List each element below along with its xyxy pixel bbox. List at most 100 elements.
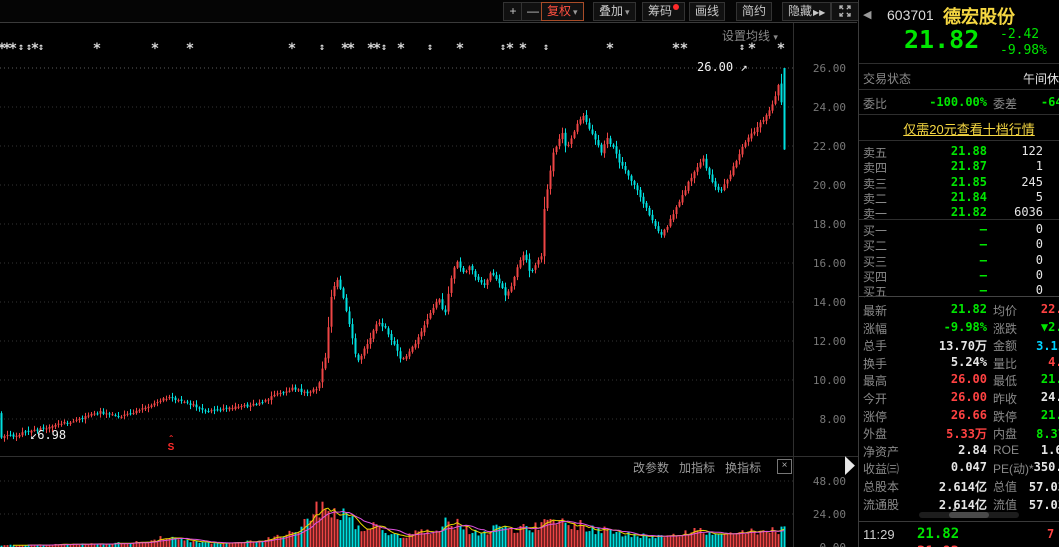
bid-price: — bbox=[979, 252, 987, 267]
svg-text:*: * bbox=[748, 41, 756, 57]
stock-code: 603701 bbox=[887, 7, 934, 23]
stat-value: 3.11亿 bbox=[1036, 339, 1059, 354]
svg-text:*: * bbox=[0, 41, 6, 57]
chevron-down-icon: ▾ bbox=[625, 7, 630, 17]
scrollbar-handle[interactable] bbox=[949, 512, 989, 518]
candlestick-chart[interactable]: ***↕↕*↕****↕****↕*↕*↕**↕***↕** bbox=[0, 33, 794, 457]
bid-volume: 0 bbox=[1035, 237, 1043, 252]
zoom-in-button[interactable]: + bbox=[503, 2, 523, 21]
weicha-value: -6409 bbox=[1040, 95, 1059, 109]
stat-label: 收益㈢ bbox=[863, 462, 900, 477]
stat-label: 净资产 bbox=[863, 444, 900, 459]
price-axis-label: 18.00 bbox=[812, 218, 846, 231]
svg-text:↕: ↕ bbox=[500, 42, 506, 53]
minus-icon: — bbox=[527, 4, 539, 18]
svg-text:↕: ↕ bbox=[38, 42, 44, 53]
stat-value: 21.82 bbox=[1040, 407, 1059, 422]
close-icon: × bbox=[781, 460, 788, 471]
chip-distribution-button[interactable]: 筹码 bbox=[642, 2, 686, 21]
panel-scrollbar[interactable] bbox=[919, 512, 1019, 518]
svg-text:*: * bbox=[680, 41, 688, 57]
svg-text:*: * bbox=[373, 41, 381, 57]
adjust-price-button[interactable]: 复权 ▾ bbox=[541, 2, 584, 21]
ask-row-label: 卖二 bbox=[863, 191, 888, 206]
stat-label: 今开 bbox=[863, 392, 888, 406]
price-change-pct: -9.98% bbox=[1000, 43, 1047, 58]
bid-row-label: 买五 bbox=[863, 285, 888, 300]
change-params-button[interactable]: 改参数 bbox=[633, 461, 670, 475]
right-arrow-icon: ▶ bbox=[845, 449, 855, 478]
volume-chart[interactable] bbox=[0, 457, 794, 547]
bid-volume: 0 bbox=[1035, 267, 1043, 282]
weicha-label: 委差 bbox=[993, 97, 1018, 111]
arrow-ne-icon: ↗ bbox=[740, 60, 748, 74]
stat-label: 最高 bbox=[863, 374, 888, 389]
trade-status-label: 交易状态 bbox=[863, 72, 912, 86]
stat-value: 26.00 bbox=[950, 390, 987, 404]
ask-price: 21.87 bbox=[950, 159, 987, 174]
stat-label: 外盘 bbox=[863, 427, 888, 442]
stat-label: 昨收 bbox=[993, 392, 1018, 406]
price-axis-label: 26.00 bbox=[812, 62, 846, 75]
ask-row-label: 卖一 bbox=[863, 207, 888, 222]
svg-text:*: * bbox=[186, 41, 194, 57]
pane-divider[interactable] bbox=[0, 456, 858, 457]
bid-price: — bbox=[979, 237, 987, 252]
ask-price: 21.84 bbox=[950, 189, 987, 204]
hide-button[interactable]: 隐藏▶▶ bbox=[782, 2, 832, 21]
last-price: 21.82 bbox=[904, 25, 980, 54]
add-indicator-button[interactable]: 加指标 bbox=[679, 461, 716, 475]
switch-indicator-button[interactable]: 换指标 bbox=[725, 461, 762, 475]
stat-label: 最新 bbox=[863, 304, 888, 318]
collapse-panel-arrow[interactable]: ▶ bbox=[845, 449, 855, 479]
bid-row-label: 买一 bbox=[863, 224, 888, 238]
ask-row-label: 卖四 bbox=[863, 161, 888, 176]
bid-price: — bbox=[979, 267, 987, 282]
stat-label: ROE bbox=[993, 442, 1020, 457]
stat-value: 26.00 bbox=[950, 372, 987, 387]
high-price-annotation: 26.00 ↗ bbox=[697, 60, 748, 74]
stat-value: 2.614亿 bbox=[938, 480, 987, 494]
back-icon[interactable]: ◀ bbox=[863, 9, 872, 21]
stat-value: 57.03亿 bbox=[1028, 480, 1059, 494]
weibi-label: 委比 bbox=[863, 97, 888, 111]
scroll-up-icon[interactable]: ▲ bbox=[951, 506, 958, 513]
close-indicator-button[interactable]: × bbox=[777, 459, 792, 474]
low-price-annotation: ↙6.98 bbox=[30, 428, 67, 442]
stat-value: 2.614亿 bbox=[938, 497, 987, 512]
stat-label: 总股本 bbox=[863, 480, 900, 494]
price-axis-label: 24.00 bbox=[812, 101, 846, 114]
bid-row-label: 买三 bbox=[863, 254, 888, 269]
ask-volume: 6036 bbox=[1014, 205, 1043, 220]
stock-name: 德宏股份 bbox=[943, 7, 1015, 27]
stat-value: 350.82 bbox=[1033, 460, 1059, 475]
ma-settings-dropdown[interactable]: 设置均线 ▾ bbox=[722, 29, 778, 43]
price-axis-label: 20.00 bbox=[812, 179, 846, 192]
level10-upsell-link[interactable]: 仅需20元查看十档行情 bbox=[903, 122, 1035, 137]
stat-label: 总值 bbox=[993, 480, 1018, 494]
ask-price: 21.82 bbox=[950, 205, 987, 220]
indicator-toolbar: 改参数 加指标 换指标 bbox=[633, 459, 761, 476]
ask-volume: 1 bbox=[1035, 159, 1043, 174]
arrow-sw-icon: ↙ bbox=[30, 428, 38, 442]
stat-label: 跌停 bbox=[993, 409, 1018, 424]
trade-status-value: 午间休市 bbox=[1023, 72, 1059, 86]
stat-label: 均价 bbox=[993, 304, 1018, 318]
price-axis-label: 12.00 bbox=[812, 335, 846, 348]
notification-dot-icon bbox=[673, 4, 680, 10]
overlay-button[interactable]: 叠加 ▾ bbox=[593, 2, 636, 21]
svg-text:*: * bbox=[777, 41, 785, 57]
volume-axis-label: 24.00 bbox=[812, 508, 846, 521]
fullscreen-button[interactable] bbox=[831, 2, 859, 21]
stat-value: 2.84 bbox=[958, 442, 987, 457]
draw-line-button[interactable]: 画线 bbox=[689, 2, 726, 21]
svg-text:*: * bbox=[397, 41, 405, 57]
stat-label: PE(动)* bbox=[993, 462, 1034, 477]
ask-price: 21.88 bbox=[950, 144, 987, 158]
stat-value: 8.37万 bbox=[1036, 427, 1059, 442]
stat-value: 5.33万 bbox=[946, 427, 987, 442]
simple-mode-button[interactable]: 简约 bbox=[736, 2, 773, 21]
ask-row-label: 卖三 bbox=[863, 176, 888, 191]
zoom-out-button[interactable]: — bbox=[521, 2, 543, 21]
